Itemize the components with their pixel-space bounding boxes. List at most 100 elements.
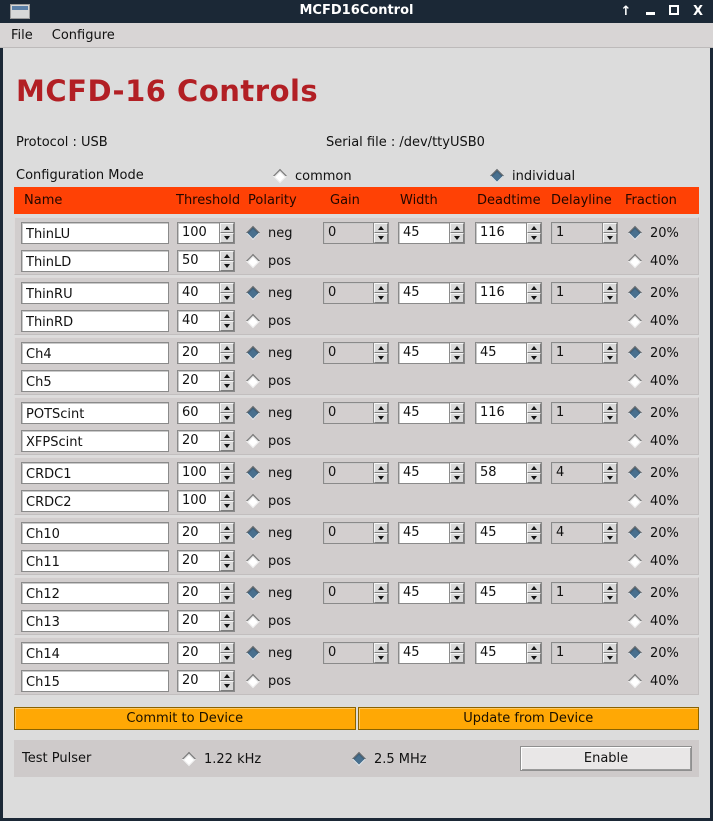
spin-down-icon[interactable] bbox=[527, 293, 541, 303]
channel-name-input[interactable] bbox=[22, 464, 168, 485]
spin-up-icon[interactable] bbox=[220, 611, 234, 621]
spin-up-icon[interactable] bbox=[220, 223, 234, 233]
spin-up-icon[interactable] bbox=[527, 583, 541, 593]
spin-down-icon[interactable] bbox=[220, 501, 234, 511]
width-spinbox[interactable]: 45 bbox=[398, 642, 465, 664]
gain-spinbox[interactable]: 0 bbox=[323, 522, 389, 544]
channel-name-input[interactable] bbox=[22, 284, 168, 305]
maximize-icon[interactable] bbox=[667, 4, 681, 19]
channel-name-input[interactable] bbox=[22, 404, 168, 425]
channel-name-input[interactable] bbox=[22, 224, 168, 245]
channel-name-input[interactable] bbox=[22, 612, 168, 633]
channel-name-input[interactable] bbox=[22, 584, 168, 605]
spin-down-icon[interactable] bbox=[450, 593, 464, 603]
delayline-spinbox[interactable]: 1 bbox=[551, 222, 618, 244]
polarity-pos-radio[interactable]: pos bbox=[245, 430, 291, 452]
fraction-20-radio[interactable]: 20% bbox=[627, 462, 679, 484]
channel-name-input[interactable] bbox=[22, 372, 168, 393]
gain-spinbox[interactable]: 0 bbox=[323, 642, 389, 664]
spin-up-icon[interactable] bbox=[220, 403, 234, 413]
update-from-device-button[interactable]: Update from Device bbox=[357, 707, 699, 730]
channel-name-input[interactable] bbox=[22, 672, 168, 693]
titlebar[interactable]: MCFD16Control ↑ X bbox=[0, 0, 713, 23]
deadtime-spinbox[interactable]: 58 bbox=[475, 462, 542, 484]
delayline-spinbox[interactable]: 1 bbox=[551, 282, 618, 304]
fraction-20-radio[interactable]: 20% bbox=[627, 402, 679, 424]
width-spinbox[interactable]: 45 bbox=[398, 282, 465, 304]
gain-spinbox[interactable]: 0 bbox=[323, 282, 389, 304]
threshold-spinbox[interactable]: 40 bbox=[177, 282, 235, 304]
channel-name-input[interactable] bbox=[22, 312, 168, 333]
threshold-spinbox[interactable]: 100 bbox=[177, 490, 235, 512]
spin-down-icon[interactable] bbox=[450, 233, 464, 243]
spin-up-icon[interactable] bbox=[374, 523, 388, 533]
polarity-pos-radio[interactable]: pos bbox=[245, 610, 291, 632]
spin-up-icon[interactable] bbox=[220, 283, 234, 293]
channel-name-input[interactable] bbox=[22, 344, 168, 365]
spin-up-icon[interactable] bbox=[450, 403, 464, 413]
spin-up-icon[interactable] bbox=[220, 311, 234, 321]
spin-up-icon[interactable] bbox=[527, 523, 541, 533]
spin-down-icon[interactable] bbox=[220, 381, 234, 391]
spin-down-icon[interactable] bbox=[527, 593, 541, 603]
pulser-enable-button[interactable]: Enable bbox=[520, 746, 692, 771]
width-spinbox[interactable]: 45 bbox=[398, 462, 465, 484]
threshold-spinbox[interactable]: 20 bbox=[177, 370, 235, 392]
spin-up-icon[interactable] bbox=[220, 583, 234, 593]
deadtime-spinbox[interactable]: 116 bbox=[475, 402, 542, 424]
spin-up-icon[interactable] bbox=[603, 283, 617, 293]
spin-up-icon[interactable] bbox=[374, 223, 388, 233]
spin-up-icon[interactable] bbox=[527, 283, 541, 293]
spin-down-icon[interactable] bbox=[220, 441, 234, 451]
spin-down-icon[interactable] bbox=[220, 473, 234, 483]
deadtime-spinbox[interactable]: 45 bbox=[475, 342, 542, 364]
fraction-40-radio[interactable]: 40% bbox=[627, 430, 679, 452]
spin-down-icon[interactable] bbox=[603, 533, 617, 543]
spin-up-icon[interactable] bbox=[603, 223, 617, 233]
spin-down-icon[interactable] bbox=[450, 533, 464, 543]
spin-up-icon[interactable] bbox=[374, 463, 388, 473]
spin-up-icon[interactable] bbox=[450, 343, 464, 353]
fraction-20-radio[interactable]: 20% bbox=[627, 522, 679, 544]
menu-configure[interactable]: Configure bbox=[51, 27, 115, 43]
fraction-40-radio[interactable]: 40% bbox=[627, 550, 679, 572]
gain-spinbox[interactable]: 0 bbox=[323, 582, 389, 604]
gain-spinbox[interactable]: 0 bbox=[323, 342, 389, 364]
spin-down-icon[interactable] bbox=[603, 593, 617, 603]
channel-name-input[interactable] bbox=[22, 492, 168, 513]
spin-down-icon[interactable] bbox=[374, 233, 388, 243]
pulser-25mhz-radio[interactable]: 2.5 MHz bbox=[351, 749, 427, 769]
channel-name-input[interactable] bbox=[22, 252, 168, 273]
polarity-neg-radio[interactable]: neg bbox=[245, 462, 293, 484]
channel-name-input[interactable] bbox=[22, 524, 168, 545]
deadtime-spinbox[interactable]: 116 bbox=[475, 222, 542, 244]
spin-up-icon[interactable] bbox=[450, 643, 464, 653]
commit-to-device-button[interactable]: Commit to Device bbox=[14, 707, 356, 730]
width-spinbox[interactable]: 45 bbox=[398, 522, 465, 544]
spin-down-icon[interactable] bbox=[603, 413, 617, 423]
spin-down-icon[interactable] bbox=[374, 533, 388, 543]
polarity-neg-radio[interactable]: neg bbox=[245, 222, 293, 244]
spin-up-icon[interactable] bbox=[450, 583, 464, 593]
polarity-neg-radio[interactable]: neg bbox=[245, 342, 293, 364]
threshold-spinbox[interactable]: 100 bbox=[177, 222, 235, 244]
threshold-spinbox[interactable]: 50 bbox=[177, 250, 235, 272]
spin-up-icon[interactable] bbox=[527, 403, 541, 413]
spin-up-icon[interactable] bbox=[374, 643, 388, 653]
spin-up-icon[interactable] bbox=[374, 343, 388, 353]
delayline-spinbox[interactable]: 1 bbox=[551, 642, 618, 664]
spin-up-icon[interactable] bbox=[220, 671, 234, 681]
spin-up-icon[interactable] bbox=[527, 223, 541, 233]
spin-down-icon[interactable] bbox=[220, 621, 234, 631]
spin-down-icon[interactable] bbox=[527, 413, 541, 423]
pulser-122khz-radio[interactable]: 1.22 kHz bbox=[181, 749, 261, 769]
spin-up-icon[interactable] bbox=[374, 403, 388, 413]
spin-down-icon[interactable] bbox=[450, 413, 464, 423]
config-mode-common-radio[interactable]: common bbox=[272, 166, 352, 186]
fraction-40-radio[interactable]: 40% bbox=[627, 670, 679, 692]
spin-down-icon[interactable] bbox=[374, 353, 388, 363]
spin-up-icon[interactable] bbox=[220, 463, 234, 473]
spin-down-icon[interactable] bbox=[603, 233, 617, 243]
spin-up-icon[interactable] bbox=[220, 523, 234, 533]
spin-up-icon[interactable] bbox=[527, 343, 541, 353]
